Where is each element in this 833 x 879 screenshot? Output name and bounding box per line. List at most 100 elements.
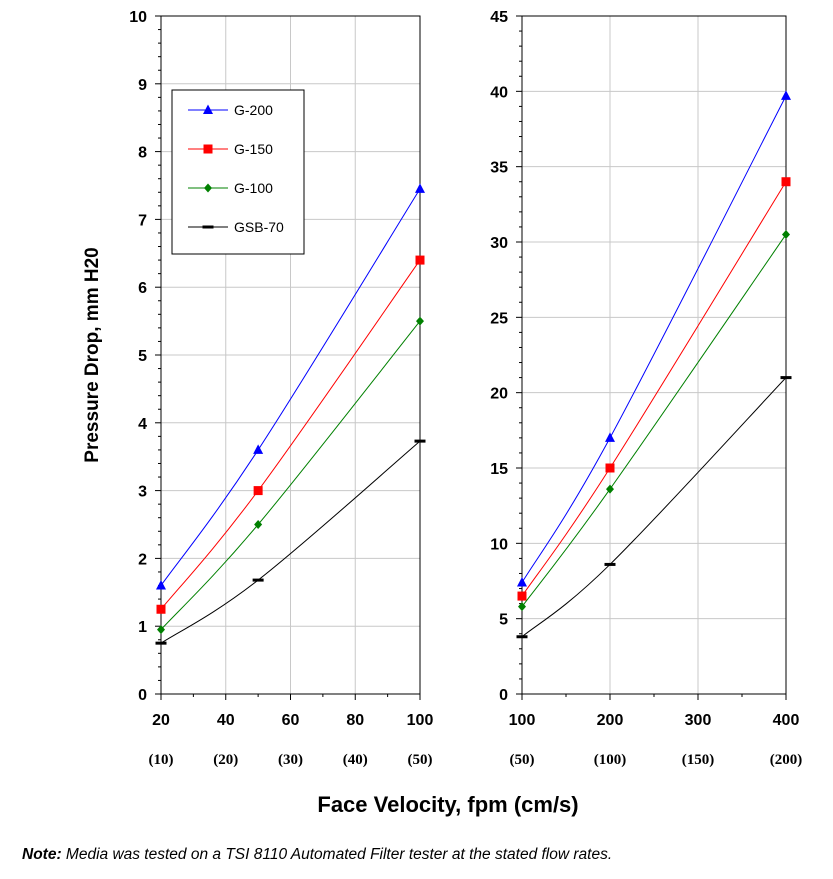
series-gsb-70 [155, 439, 426, 645]
x-tick-label: 300 [685, 712, 712, 729]
x-tick-label: 80 [346, 712, 364, 729]
chart-panel-1: 0 1 2 3 4 5 6 7 8 9 10 20 40 60 80 100 (10) (20) (30) (40) (… [82, 9, 433, 768]
data-point-triangle [517, 577, 527, 587]
series-line [521, 181, 787, 597]
y-tick-label: 9 [138, 77, 147, 94]
x-tick-label: 60 [282, 712, 300, 729]
y-tick-label: 20 [490, 386, 508, 403]
footnote: Note: Media was tested on a TSI 8110 Aut… [22, 846, 612, 864]
data-point-dash [202, 225, 214, 229]
data-point-triangle [156, 580, 166, 590]
data-point-triangle [203, 104, 213, 114]
x-tick-label: 200 [597, 712, 624, 729]
data-point-diamond [518, 602, 526, 612]
legend-label: G-150 [234, 141, 273, 157]
footnote-prefix: Note: [22, 846, 62, 863]
data-point-dash [252, 578, 264, 582]
series-line [160, 259, 421, 610]
y-tick-label: 4 [138, 416, 147, 433]
y-axis-title: Pressure Drop, mm H20 [82, 247, 103, 462]
legend-item: G-100 [188, 180, 273, 196]
y-tick-label: 15 [490, 461, 508, 478]
y-tick-label: 35 [490, 160, 508, 177]
legend-item: G-200 [188, 102, 273, 118]
y-tick-label: 8 [138, 145, 147, 162]
data-point-triangle [253, 444, 264, 454]
data-point-dash [516, 635, 528, 639]
y-tick-label: 1 [138, 619, 147, 636]
data-point-square [203, 144, 213, 154]
x-tick-label: 400 [773, 712, 800, 729]
chart-panel-2: 0 5 10 15 20 25 30 35 40 45 100 200 300 400 (50) (100) (… [490, 9, 802, 768]
x-tick-label: 100 [509, 712, 536, 729]
data-point-dash [780, 376, 792, 380]
legend-item: GSB-70 [188, 219, 284, 235]
data-point-diamond [606, 484, 614, 494]
x-tick-label: 100 [407, 712, 434, 729]
footnote-text: Media was tested on a TSI 8110 Automated… [61, 846, 613, 863]
data-point-diamond [204, 183, 212, 193]
y-tick-label: 2 [138, 551, 147, 568]
data-point-dash [155, 641, 167, 645]
data-point-square [415, 255, 425, 265]
secondary-x-label: (30) [278, 752, 303, 768]
secondary-x-label: (150) [682, 752, 715, 768]
series-line [521, 95, 787, 583]
data-point-triangle [605, 432, 615, 442]
series-line [160, 440, 421, 644]
series-g-200 [517, 90, 791, 587]
secondary-x-label: (40) [343, 752, 368, 768]
y-tick-label: 45 [490, 9, 508, 26]
secondary-x-label: (100) [594, 752, 627, 768]
legend-item: G-150 [188, 141, 273, 157]
y-tick-label: 10 [490, 536, 508, 553]
series-g-150 [156, 255, 425, 614]
data-point-square [605, 463, 615, 473]
y-tick-label: 6 [138, 280, 147, 297]
data-point-diamond [416, 316, 424, 326]
series-g-100 [518, 229, 790, 612]
series-line [521, 234, 787, 607]
data-point-diamond [782, 229, 790, 239]
x-axis-title: Face Velocity, fpm (cm/s) [317, 792, 578, 817]
secondary-x-label: (20) [213, 752, 238, 768]
data-point-square [156, 604, 166, 614]
data-point-diamond [157, 625, 165, 635]
legend-label: GSB-70 [234, 219, 284, 235]
legend-label: G-200 [234, 102, 273, 118]
secondary-x-label: (200) [770, 752, 803, 768]
y-tick-label: 0 [499, 687, 508, 704]
series-gsb-70 [516, 376, 792, 639]
secondary-x-label: (10) [149, 752, 174, 768]
data-point-dash [604, 562, 616, 566]
y-tick-label: 3 [138, 484, 147, 501]
y-tick-label: 25 [490, 310, 508, 327]
series-line [160, 320, 421, 630]
y-tick-label: 5 [499, 612, 508, 629]
y-tick-label: 5 [138, 348, 147, 365]
data-point-square [781, 177, 791, 187]
series-line [160, 188, 421, 586]
legend: G-200 G-150 G-100 GSB-70 [171, 89, 305, 255]
y-tick-label: 40 [490, 84, 508, 101]
data-point-square [517, 591, 527, 601]
y-tick-label: 7 [138, 212, 147, 229]
data-point-square [253, 486, 263, 496]
y-tick-label: 10 [129, 9, 147, 26]
x-tick-label: 40 [217, 712, 235, 729]
secondary-x-label: (50) [408, 752, 433, 768]
x-tick-label: 20 [152, 712, 170, 729]
data-point-dash [414, 439, 426, 443]
data-point-triangle [415, 183, 425, 193]
legend-label: G-100 [234, 180, 273, 196]
series-g-150 [517, 177, 791, 601]
series-g-100 [157, 316, 424, 635]
secondary-x-label: (50) [510, 752, 535, 768]
y-tick-label: 0 [138, 687, 147, 704]
series-line [521, 377, 787, 638]
data-point-diamond [254, 520, 263, 529]
y-tick-label: 30 [490, 235, 508, 252]
data-point-triangle [781, 90, 791, 100]
series-g-200 [156, 183, 425, 590]
